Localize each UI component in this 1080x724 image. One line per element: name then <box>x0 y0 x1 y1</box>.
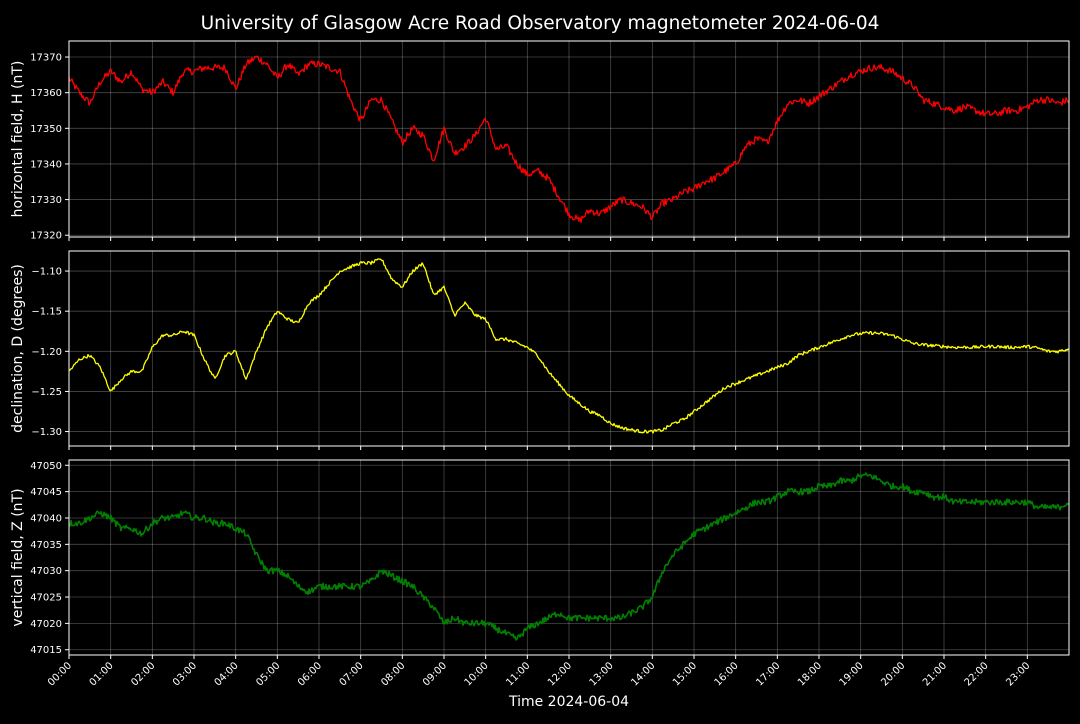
y-tick-label: −1.10 <box>31 267 62 278</box>
y-tick-label: 47025 <box>30 593 62 604</box>
y-tick-label: 47050 <box>30 461 62 472</box>
y-tick-label: 47035 <box>30 540 62 551</box>
y-tick-label: −1.25 <box>31 387 62 398</box>
y-tick-label: −1.15 <box>31 307 62 318</box>
panel-3: 47015 47020 47025 47030 47035 47040 47045 47050… <box>10 459 1070 659</box>
y-tick-label: 17340 <box>30 159 62 170</box>
series-line <box>68 55 1070 224</box>
panel-frame <box>68 40 1070 238</box>
x-axis-label: Time 2024-06-04 <box>508 694 629 710</box>
y-axis-label: declination, D (degrees) <box>10 264 26 433</box>
y-tick-label: 17350 <box>30 124 62 135</box>
y-tick-label: 47020 <box>30 619 62 630</box>
panel-2: −1.30 −1.25 −1.20 −1.15 −1.10 declination, D … <box>10 250 1070 450</box>
y-tick-label: 47030 <box>30 566 62 577</box>
chart-title: University of Glasgow Acre Road Observat… <box>201 13 880 34</box>
y-tick-label: 47045 <box>30 487 62 498</box>
y-tick-label: 17360 <box>30 88 62 99</box>
panel-frame <box>68 459 1070 656</box>
series-line <box>68 258 1070 434</box>
series-line <box>68 472 1070 641</box>
y-tick-label: 47040 <box>30 513 62 524</box>
y-axis-label: horizontal field, H (nT) <box>10 61 26 218</box>
y-tick-label: −1.20 <box>31 347 62 358</box>
y-tick-label: 17330 <box>30 195 62 206</box>
y-tick-label: 47015 <box>30 645 62 656</box>
panel-frame <box>68 250 1070 447</box>
panel-1: 17320 17330 17340 17350 17360 17370 horizontal… <box>10 40 1070 242</box>
y-tick-label: 17370 <box>30 53 62 64</box>
y-axis-label: vertical field, Z (nT) <box>10 488 26 626</box>
y-tick-label: −1.30 <box>31 427 62 438</box>
y-tick-label: 17320 <box>30 231 62 242</box>
